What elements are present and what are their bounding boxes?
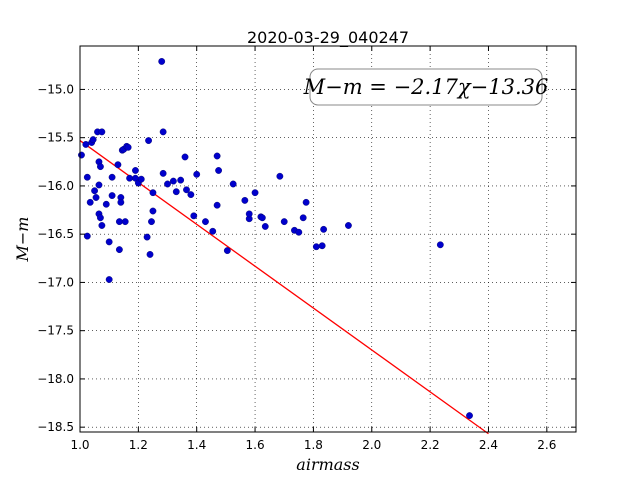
data-point xyxy=(187,191,195,199)
data-point xyxy=(132,167,139,174)
axis-ticks xyxy=(79,46,576,432)
x-tick-label: 2.2 xyxy=(421,438,440,452)
data-point xyxy=(148,218,155,226)
data-point xyxy=(91,187,98,195)
data-point xyxy=(209,227,217,235)
data-point xyxy=(82,141,90,148)
y-tick-label: −18.0 xyxy=(37,372,74,386)
x-tick-label: 1.4 xyxy=(187,438,206,452)
data-point xyxy=(149,189,157,197)
data-point xyxy=(280,218,288,226)
data-point xyxy=(202,218,209,226)
data-point xyxy=(177,176,185,184)
data-point xyxy=(105,238,113,246)
fit-line-group xyxy=(79,140,489,435)
data-point xyxy=(137,175,145,183)
data-point xyxy=(95,181,103,189)
data-point xyxy=(169,177,177,185)
data-point xyxy=(108,173,116,181)
y-tick-label: −18.5 xyxy=(37,420,74,434)
data-point xyxy=(121,218,129,226)
data-point xyxy=(117,198,125,206)
equation-box-frame xyxy=(309,68,543,106)
data-point xyxy=(261,223,269,230)
data-point xyxy=(241,196,249,204)
x-tick-label: 1.2 xyxy=(129,438,148,452)
data-point xyxy=(251,189,259,197)
y-tick-labels: −15.0 −15.5 −16.0 −16.5 −17.0 −17.5 −18.0 −18.5 xyxy=(37,82,74,434)
data-point xyxy=(89,136,97,144)
data-point xyxy=(299,214,307,222)
y-tick-label: −17.5 xyxy=(37,324,74,338)
fit-line xyxy=(79,140,489,435)
data-point xyxy=(108,192,116,199)
data-point xyxy=(164,180,171,188)
data-point xyxy=(97,163,104,171)
data-point xyxy=(318,242,326,250)
data-point xyxy=(276,172,284,180)
data-point xyxy=(312,243,320,251)
x-tick-labels: 1.0 1.2 1.4 1.6 1.8 2.0 2.2 2.4 2.6 xyxy=(70,438,556,452)
x-tick-label: 1.8 xyxy=(304,438,323,452)
data-point xyxy=(190,212,198,220)
data-point xyxy=(114,161,122,169)
data-point xyxy=(98,222,106,229)
data-point xyxy=(124,143,132,151)
data-point xyxy=(213,152,221,160)
data-point xyxy=(149,207,157,215)
data-point xyxy=(229,180,237,188)
data-point xyxy=(245,210,253,218)
y-tick-label: −16.0 xyxy=(37,179,74,193)
plot-frame xyxy=(79,45,577,433)
data-point xyxy=(302,198,310,206)
x-tick-label: 1.6 xyxy=(246,438,265,452)
data-point xyxy=(159,128,167,136)
data-point xyxy=(223,247,231,254)
x-tick-label: 1.0 xyxy=(70,438,89,452)
data-point xyxy=(345,222,352,229)
data-point xyxy=(258,214,266,222)
data-point xyxy=(466,412,473,419)
y-tick-label: −16.5 xyxy=(37,227,74,241)
data-point xyxy=(213,201,221,209)
data-point xyxy=(181,153,189,161)
data-point xyxy=(78,151,85,159)
y-tick-label: −17.0 xyxy=(37,275,74,289)
x-tick-label: 2.6 xyxy=(537,438,556,452)
y-axis-label: M−m xyxy=(13,217,32,263)
x-tick-label: 2.0 xyxy=(362,438,381,452)
x-tick-label: 2.4 xyxy=(479,438,498,452)
data-point xyxy=(92,194,100,201)
data-point xyxy=(215,167,222,174)
data-point xyxy=(98,128,106,136)
data-point xyxy=(143,233,151,241)
data-point xyxy=(146,251,154,258)
data-point xyxy=(172,188,180,196)
data-point xyxy=(320,225,328,233)
data-point xyxy=(83,232,91,240)
data-point xyxy=(436,241,444,249)
fit-equation: M−m = −2.17χ−13.36 xyxy=(303,75,549,99)
data-point xyxy=(145,137,152,144)
data-point xyxy=(115,218,123,226)
data-point xyxy=(115,246,123,254)
data-point xyxy=(86,198,94,206)
data-point xyxy=(193,170,201,178)
y-tick-label: −15.5 xyxy=(37,131,74,145)
data-point xyxy=(183,186,190,194)
x-axis-label: airmass xyxy=(296,455,359,474)
data-point xyxy=(126,174,134,182)
data-point xyxy=(105,276,113,283)
data-point xyxy=(295,228,303,236)
data-point xyxy=(158,58,166,65)
chart-title: 2020-03-29_040247 xyxy=(247,28,409,48)
data-point xyxy=(83,173,91,181)
data-point xyxy=(159,169,167,177)
y-tick-label: −15.0 xyxy=(37,82,74,96)
fit-equation-box: M−m = −2.17χ−13.36 xyxy=(303,68,549,106)
data-point xyxy=(97,214,104,222)
data-point xyxy=(102,200,110,208)
